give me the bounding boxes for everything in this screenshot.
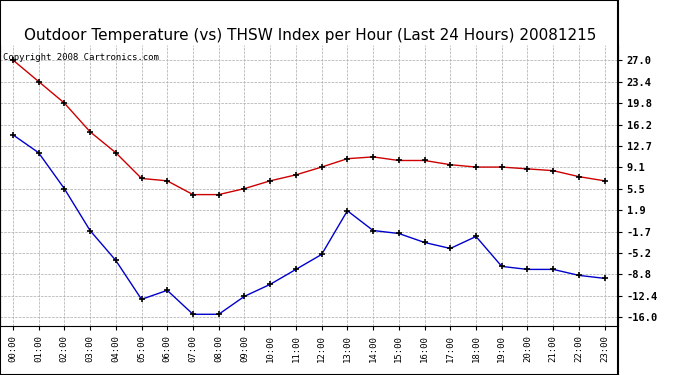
- Text: Copyright 2008 Cartronics.com: Copyright 2008 Cartronics.com: [3, 54, 159, 62]
- Text: Outdoor Temperature (vs) THSW Index per Hour (Last 24 Hours) 20081215: Outdoor Temperature (vs) THSW Index per …: [24, 28, 597, 43]
